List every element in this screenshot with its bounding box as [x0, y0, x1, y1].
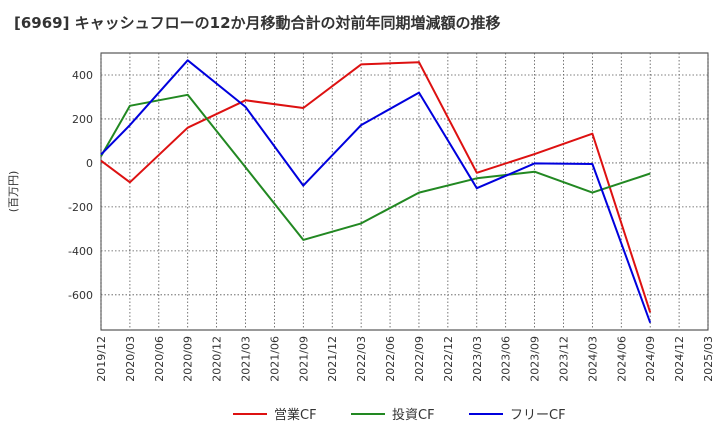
x-tick-label: 2024/12: [673, 336, 686, 382]
legend-label: 営業CF: [274, 407, 317, 423]
x-tick-label: 2023/09: [529, 336, 542, 382]
x-tick-label: 2024/06: [615, 336, 628, 382]
x-tick-label: 2021/09: [297, 336, 310, 382]
series-line: [100, 93, 651, 241]
x-tick-label: 2024/03: [586, 336, 599, 382]
series-lines: [100, 59, 652, 324]
x-tick-label: 2022/12: [442, 336, 455, 382]
x-tick-label: 2025/03: [702, 336, 715, 382]
x-tick-label: 2024/09: [644, 336, 657, 382]
plot-area: [100, 52, 709, 331]
x-tick-label: 2023/03: [471, 336, 484, 382]
x-axis: 2019/12 2020/03 2020/06 2020/09 2020/12 2021/…: [95, 336, 715, 382]
x-tick-label: 2023/12: [557, 336, 570, 382]
x-tick-label: 2021/03: [240, 336, 253, 382]
x-tick-label: 2020/06: [153, 336, 166, 382]
y-tick-label: 200: [72, 113, 93, 126]
y-tick-label: 400: [72, 69, 93, 82]
series-line: [100, 61, 652, 313]
x-tick-label: 2019/12: [95, 336, 108, 382]
x-tick-label: 2021/06: [268, 336, 281, 382]
x-tick-label: 2020/12: [211, 336, 224, 382]
x-tick-label: 2022/09: [413, 336, 426, 382]
x-tick-label: 2020/03: [124, 336, 137, 382]
y-tick-label: -400: [68, 245, 93, 258]
grid: [100, 53, 709, 330]
legend-label: フリーCF: [510, 408, 566, 423]
x-tick-label: 2020/09: [182, 336, 195, 382]
x-tick-label: 2021/12: [326, 336, 339, 382]
y-tick-label: -200: [68, 201, 93, 214]
y-axis: 400 200 0 -200 -400 -600: [68, 69, 93, 302]
x-tick-label: 2022/06: [384, 336, 397, 382]
chart-title: [6969] キャッシュフローの12か月移動合計の対前年同期増減額の推移: [14, 14, 501, 32]
y-tick-label: -600: [68, 289, 93, 302]
legend-label: 投資CF: [392, 407, 435, 423]
x-tick-label: 2022/03: [355, 336, 368, 382]
x-tick-label: 2023/06: [500, 336, 513, 382]
legend: 営業CF 投資CF フリーCF: [233, 407, 566, 423]
y-tick-label: 0: [86, 157, 93, 170]
y-axis-label: (百万円): [7, 171, 20, 213]
series-line: [100, 59, 652, 324]
